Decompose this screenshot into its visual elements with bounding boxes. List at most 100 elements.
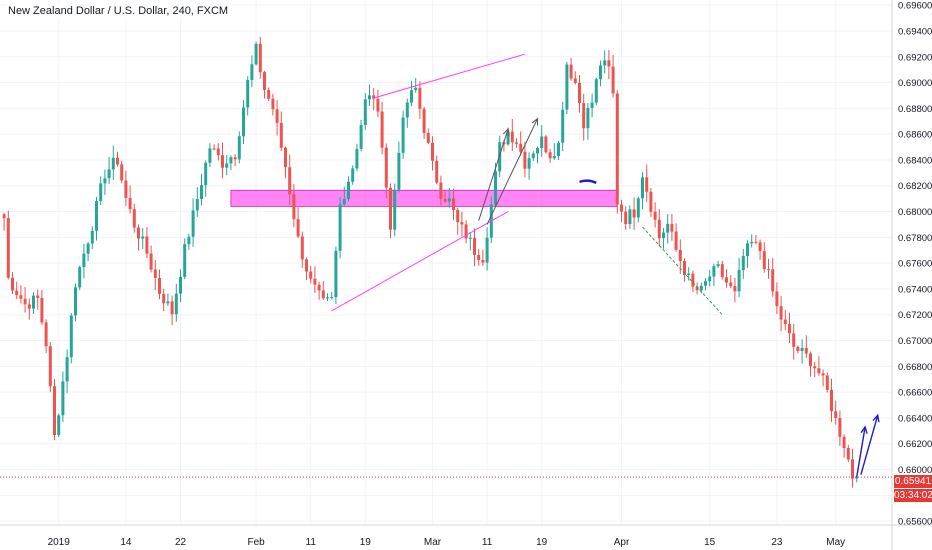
candle-body: [95, 201, 98, 231]
candle-body: [166, 301, 170, 304]
y-tick-label: 0.68600: [898, 130, 932, 141]
candle-body: [384, 147, 388, 188]
x-tick-label: Feb: [247, 537, 265, 548]
y-tick-label: 0.68200: [898, 181, 932, 192]
candle-body: [267, 89, 271, 99]
candle-body: [141, 236, 145, 239]
candle-body: [578, 82, 581, 104]
candle-body: [687, 273, 691, 275]
candle-body: [468, 237, 472, 239]
candle-body: [183, 244, 187, 277]
y-tick-label: 0.67400: [898, 284, 932, 295]
candle-body: [271, 98, 275, 110]
candle-body: [544, 136, 548, 153]
candle-body: [195, 199, 199, 211]
candle-body: [708, 276, 712, 282]
candle-body: [288, 167, 292, 195]
candle-body: [422, 108, 426, 134]
candle-body: [111, 157, 115, 170]
x-tick-label: Apr: [614, 537, 630, 548]
candle-body: [746, 243, 749, 257]
x-tick-label: May: [826, 537, 845, 548]
candle-body: [716, 264, 720, 267]
candle-body: [78, 267, 82, 288]
candle-body: [389, 187, 392, 230]
candle-body: [149, 253, 153, 270]
candle-body: [258, 43, 262, 73]
candle-body: [762, 251, 766, 270]
x-tick-label: 11: [482, 537, 493, 548]
candle-body: [90, 230, 94, 244]
candle-body: [300, 236, 304, 260]
candle-body: [15, 290, 19, 296]
y-tick-label: 0.69000: [898, 78, 932, 89]
candle-body: [447, 198, 451, 202]
y-tick-label: 0.69600: [898, 1, 932, 12]
candle-body: [124, 180, 128, 198]
candle-body: [536, 148, 539, 154]
candle-body: [254, 43, 258, 65]
candle-body: [548, 152, 552, 159]
candle-body: [216, 148, 220, 156]
countdown-badge: 03:34:02: [894, 489, 932, 502]
candle-body: [212, 148, 216, 150]
candle-body: [800, 348, 804, 352]
candle-body: [27, 304, 31, 309]
y-tick-label: 0.65600: [898, 517, 932, 528]
candle-body: [431, 142, 434, 161]
y-tick-label: 0.67600: [898, 259, 932, 270]
candle-body: [670, 223, 674, 232]
x-tick-label: 19: [360, 537, 372, 548]
candle-body: [397, 152, 401, 190]
candle-body: [704, 281, 707, 286]
candle-body: [691, 273, 695, 287]
candle-body: [557, 142, 560, 157]
candle-body: [221, 155, 224, 168]
candle-body: [103, 178, 107, 184]
y-tick-label: 0.66200: [898, 439, 932, 450]
candle-body: [788, 324, 791, 334]
candle-body: [61, 381, 65, 416]
candle-body: [683, 261, 686, 275]
candle-body: [116, 157, 119, 165]
candle-body: [237, 136, 241, 160]
candle-body: [821, 373, 825, 376]
x-tick-label: 2019: [48, 537, 71, 548]
candle-body: [779, 306, 783, 320]
candle-body: [284, 147, 287, 168]
candle-body: [552, 156, 556, 159]
candle-body: [48, 346, 52, 387]
candle-body: [204, 162, 208, 186]
candle-body: [452, 198, 455, 211]
arrow-shaft: [486, 118, 538, 225]
candle-body: [313, 278, 317, 285]
trend-line-green: [642, 226, 723, 316]
candle-body: [645, 177, 649, 192]
arrow-shaft: [478, 128, 509, 221]
candle-body: [410, 90, 413, 103]
candle-body: [145, 236, 149, 254]
candle-body: [158, 277, 161, 294]
candle-body: [464, 224, 468, 239]
candle-body: [678, 249, 682, 262]
candle-body: [712, 266, 716, 277]
candle-body: [636, 198, 640, 218]
candle-body: [737, 270, 741, 292]
candle-body: [565, 64, 569, 110]
candle-body: [200, 185, 203, 200]
candle-body: [321, 290, 325, 299]
candle-body: [809, 353, 812, 367]
candle-body: [741, 256, 745, 271]
candle-body: [775, 291, 779, 307]
candle-body: [120, 164, 124, 181]
candle-body: [179, 276, 182, 294]
candle-body: [132, 209, 136, 228]
candle-body: [771, 269, 775, 292]
candle-body: [225, 163, 229, 168]
candle-body: [309, 271, 313, 279]
candle-body: [473, 237, 476, 255]
candle-body: [594, 79, 598, 103]
blue-marker: [579, 179, 597, 185]
